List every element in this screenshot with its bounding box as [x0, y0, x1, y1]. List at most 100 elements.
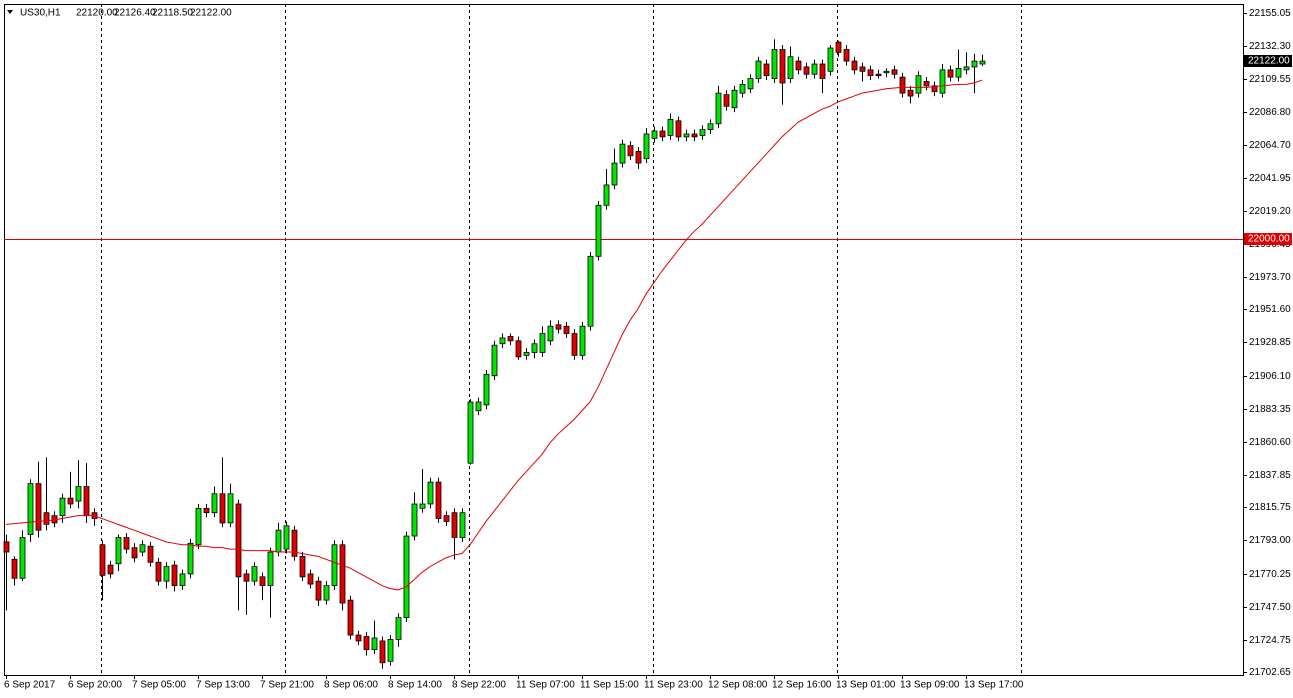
y-tick-label: 21837.85: [1249, 470, 1291, 481]
high-value: 22126.40: [114, 8, 156, 19]
x-tick-label: 8 Sep 06:00: [324, 680, 378, 691]
candle-body: [755, 60, 762, 79]
candle-body: [195, 507, 202, 546]
candle-body: [179, 573, 186, 586]
candle-body: [867, 69, 874, 77]
candle-body: [115, 537, 122, 565]
y-tick-label: 22041.95: [1249, 173, 1291, 184]
x-tick-label: 6 Sep 2017: [4, 680, 56, 691]
y-tick-label: 21747.50: [1249, 602, 1291, 613]
close-value: 22122.00: [190, 8, 232, 19]
candle-body: [691, 133, 698, 138]
candle-body: [787, 56, 794, 79]
candle-body: [651, 130, 658, 139]
candle-body: [667, 118, 674, 136]
candle-body: [251, 566, 258, 582]
symbol: US30,H1: [20, 8, 61, 19]
candle-body: [739, 84, 746, 94]
candle-body: [243, 573, 250, 582]
candle-body: [99, 544, 106, 576]
candle-body: [555, 324, 562, 330]
x-tick-label: 11 Sep 07:00: [516, 680, 575, 691]
y-tick-label: 21906.10: [1249, 371, 1291, 382]
y-tick-label: 21951.60: [1249, 304, 1291, 315]
candle-body: [923, 81, 930, 87]
x-tick-label: 13 Sep 17:00: [964, 680, 1024, 691]
y-tick-label: 21883.35: [1249, 404, 1291, 415]
candle-body: [963, 66, 970, 71]
candle-body: [451, 512, 458, 538]
candle-body: [571, 333, 578, 356]
y-tick-label: 21770.25: [1249, 569, 1291, 580]
candle-body: [547, 325, 554, 342]
candle-body: [491, 344, 498, 377]
candle-body: [435, 481, 442, 519]
candle-body: [587, 255, 594, 327]
y-tick-label: 21724.75: [1249, 635, 1291, 646]
candle-body: [275, 529, 282, 553]
candle-body: [803, 66, 810, 75]
y-tick-label: 22132.30: [1249, 41, 1291, 52]
candle-body: [267, 551, 274, 586]
candle-body: [699, 129, 706, 136]
y-tick-label: 21702.65: [1249, 667, 1291, 678]
candle-body: [387, 639, 394, 662]
x-tick-label: 8 Sep 22:00: [452, 680, 506, 691]
candle-body: [907, 89, 914, 97]
candle-body: [403, 535, 410, 619]
candle-body: [67, 497, 74, 505]
moving-average: [5, 79, 983, 591]
x-tick-label: 7 Sep 21:00: [260, 680, 314, 691]
candle-body: [643, 133, 650, 160]
candle-body: [523, 352, 530, 356]
candle-body: [475, 401, 482, 412]
candle-body: [811, 63, 818, 75]
y-tick-label: 21973.70: [1249, 272, 1291, 283]
candle-body: [163, 566, 170, 582]
x-tick-label: 8 Sep 14:00: [388, 680, 442, 691]
candle-body: [35, 483, 42, 531]
candle-body: [955, 67, 962, 78]
candle-body: [659, 130, 666, 138]
candle-body: [3, 541, 10, 553]
candle-body: [603, 184, 610, 206]
candle-body: [483, 373, 490, 406]
candle-body: [299, 556, 306, 578]
candle-body: [747, 78, 754, 90]
candle-body: [211, 493, 218, 514]
candle-body: [891, 69, 898, 75]
candle-body: [883, 70, 890, 74]
candle-body: [507, 336, 514, 342]
candle-body: [59, 497, 66, 517]
candle-body: [419, 503, 426, 509]
candle-body: [851, 60, 858, 71]
candle-body: [11, 558, 18, 579]
y-tick-label: 21815.75: [1249, 502, 1291, 513]
candle-body: [715, 92, 722, 125]
candle-body: [83, 486, 90, 517]
candle-body: [347, 599, 354, 636]
candle-body: [331, 544, 338, 586]
candle-body: [915, 75, 922, 94]
candle-body: [107, 564, 114, 575]
candle-body: [259, 576, 266, 586]
candle-body: [843, 49, 850, 62]
y-tick-label: 22064.70: [1249, 140, 1291, 151]
candle-body: [371, 637, 378, 651]
x-tick-label: 12 Sep 08:00: [708, 680, 768, 691]
candle-body: [835, 41, 842, 53]
candle-body: [683, 133, 690, 138]
menu-arrow[interactable]: [7, 10, 13, 14]
candle-body: [579, 325, 586, 356]
candle-body: [379, 640, 386, 664]
candle-body: [723, 94, 730, 107]
candle-body: [147, 545, 154, 563]
candle-body: [131, 547, 138, 559]
candle-body: [539, 333, 546, 353]
x-tick-label: 7 Sep 13:00: [196, 680, 250, 691]
candle-body: [595, 204, 602, 257]
x-tick-label: 13 Sep 01:00: [836, 680, 896, 691]
candle-body: [155, 561, 162, 582]
candle-body: [939, 69, 946, 94]
